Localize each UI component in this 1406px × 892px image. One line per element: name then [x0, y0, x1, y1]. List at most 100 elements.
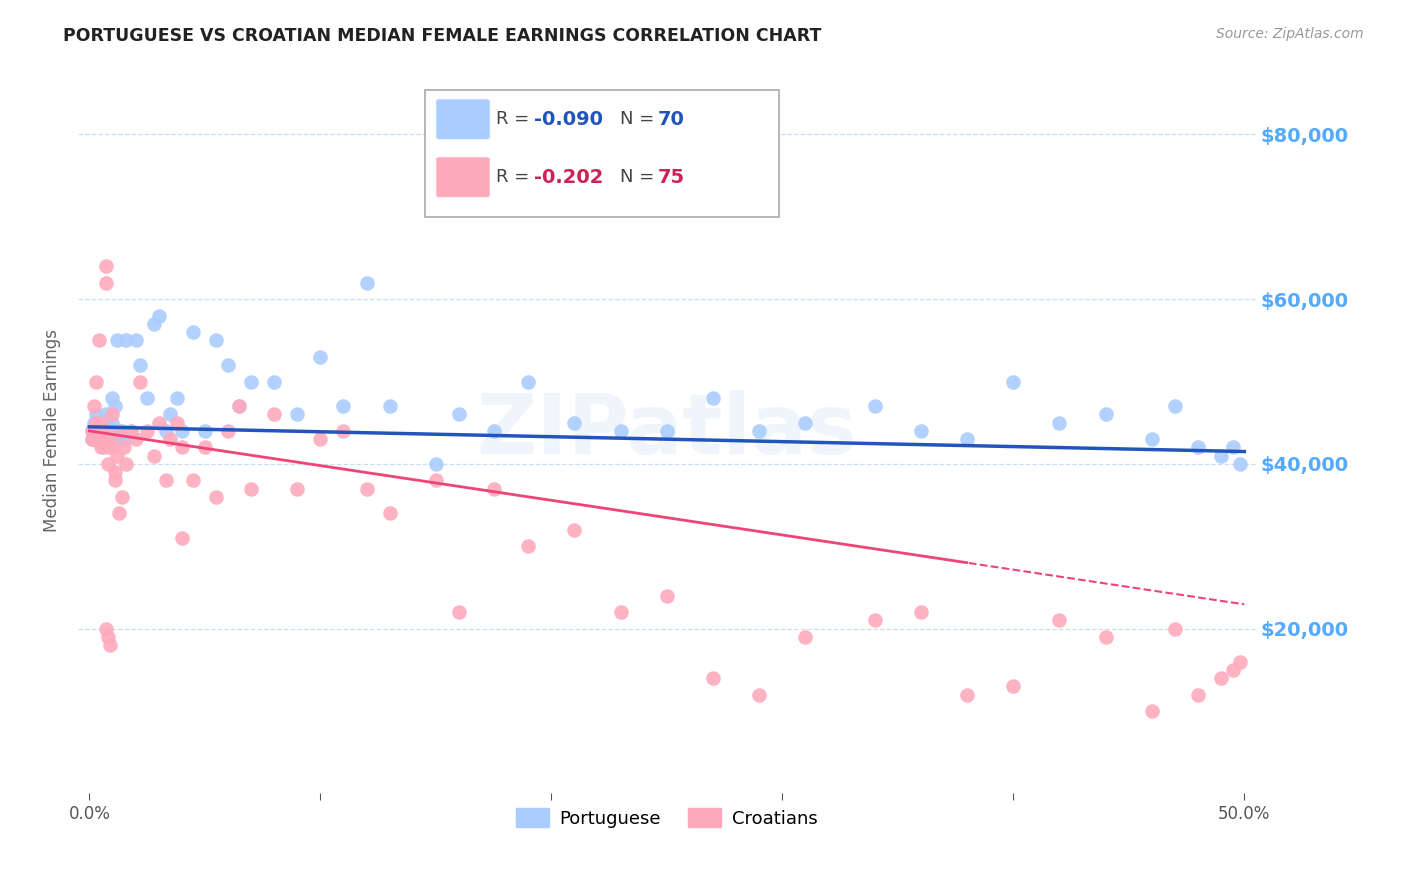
Point	[120, 424, 142, 438]
Point	[910, 605, 932, 619]
Point	[94, 424, 117, 438]
Point	[609, 424, 631, 438]
Point	[378, 399, 401, 413]
Point	[111, 490, 134, 504]
Point	[1002, 679, 1025, 693]
Point	[748, 424, 770, 438]
Point	[90, 424, 112, 438]
Point	[482, 482, 505, 496]
Point	[309, 350, 332, 364]
Point	[1140, 704, 1163, 718]
Point	[87, 432, 110, 446]
FancyBboxPatch shape	[436, 99, 491, 139]
Point	[702, 391, 724, 405]
Point	[794, 416, 817, 430]
Point	[101, 391, 124, 405]
Point	[702, 671, 724, 685]
Point	[170, 531, 193, 545]
Point	[90, 432, 112, 446]
Point	[228, 399, 250, 413]
Text: -0.202: -0.202	[534, 168, 603, 186]
Point	[748, 688, 770, 702]
Point	[97, 457, 120, 471]
Point	[84, 416, 107, 430]
Point	[80, 424, 103, 438]
Point	[84, 424, 107, 438]
Point	[910, 424, 932, 438]
Point	[159, 432, 181, 446]
Point	[84, 408, 107, 422]
FancyBboxPatch shape	[436, 157, 491, 197]
Point	[83, 416, 105, 430]
Point	[1049, 613, 1071, 627]
Point	[91, 416, 114, 430]
Point	[1094, 630, 1116, 644]
Point	[205, 334, 228, 348]
Point	[217, 424, 239, 438]
Point	[447, 605, 470, 619]
Point	[112, 432, 135, 446]
Point	[447, 408, 470, 422]
Point	[87, 416, 110, 430]
Point	[124, 334, 146, 348]
Point	[94, 276, 117, 290]
Point	[1222, 441, 1244, 455]
Point	[136, 424, 159, 438]
Point	[194, 424, 217, 438]
Point	[108, 424, 131, 438]
Point	[90, 416, 112, 430]
Point	[104, 424, 127, 438]
Point	[655, 589, 678, 603]
Point	[97, 441, 120, 455]
Point	[425, 457, 447, 471]
Point	[155, 474, 177, 488]
Point	[87, 334, 110, 348]
Point	[80, 432, 103, 446]
Point	[1229, 457, 1251, 471]
Text: R =: R =	[496, 111, 536, 128]
Point	[80, 432, 103, 446]
Point	[956, 688, 979, 702]
Point	[155, 424, 177, 438]
Point	[170, 424, 193, 438]
Point	[240, 375, 263, 389]
Point	[794, 630, 817, 644]
Point	[564, 523, 586, 537]
Point	[112, 441, 135, 455]
Point	[97, 630, 120, 644]
Point	[1229, 655, 1251, 669]
Point	[101, 441, 124, 455]
Point	[482, 424, 505, 438]
Point	[170, 441, 193, 455]
Text: N =: N =	[620, 111, 659, 128]
Point	[166, 391, 188, 405]
Point	[1187, 441, 1209, 455]
Point	[1002, 375, 1025, 389]
Point	[90, 441, 112, 455]
Point	[425, 474, 447, 488]
Point	[564, 416, 586, 430]
Legend: Portuguese, Croatians: Portuguese, Croatians	[509, 801, 824, 835]
Point	[136, 391, 159, 405]
Point	[94, 259, 117, 273]
Point	[517, 375, 540, 389]
Point	[263, 375, 285, 389]
Point	[124, 432, 146, 446]
Point	[285, 482, 308, 496]
Point	[863, 613, 886, 627]
Point	[97, 432, 120, 446]
Point	[101, 416, 124, 430]
Point	[1222, 663, 1244, 677]
Point	[356, 482, 378, 496]
Point	[609, 605, 631, 619]
Point	[217, 358, 239, 372]
Point	[80, 424, 103, 438]
Point	[94, 408, 117, 422]
Point	[148, 416, 170, 430]
Point	[205, 490, 228, 504]
Point	[181, 474, 204, 488]
Point	[104, 399, 127, 413]
Point	[1164, 622, 1187, 636]
Point	[228, 399, 250, 413]
Point	[98, 424, 121, 438]
